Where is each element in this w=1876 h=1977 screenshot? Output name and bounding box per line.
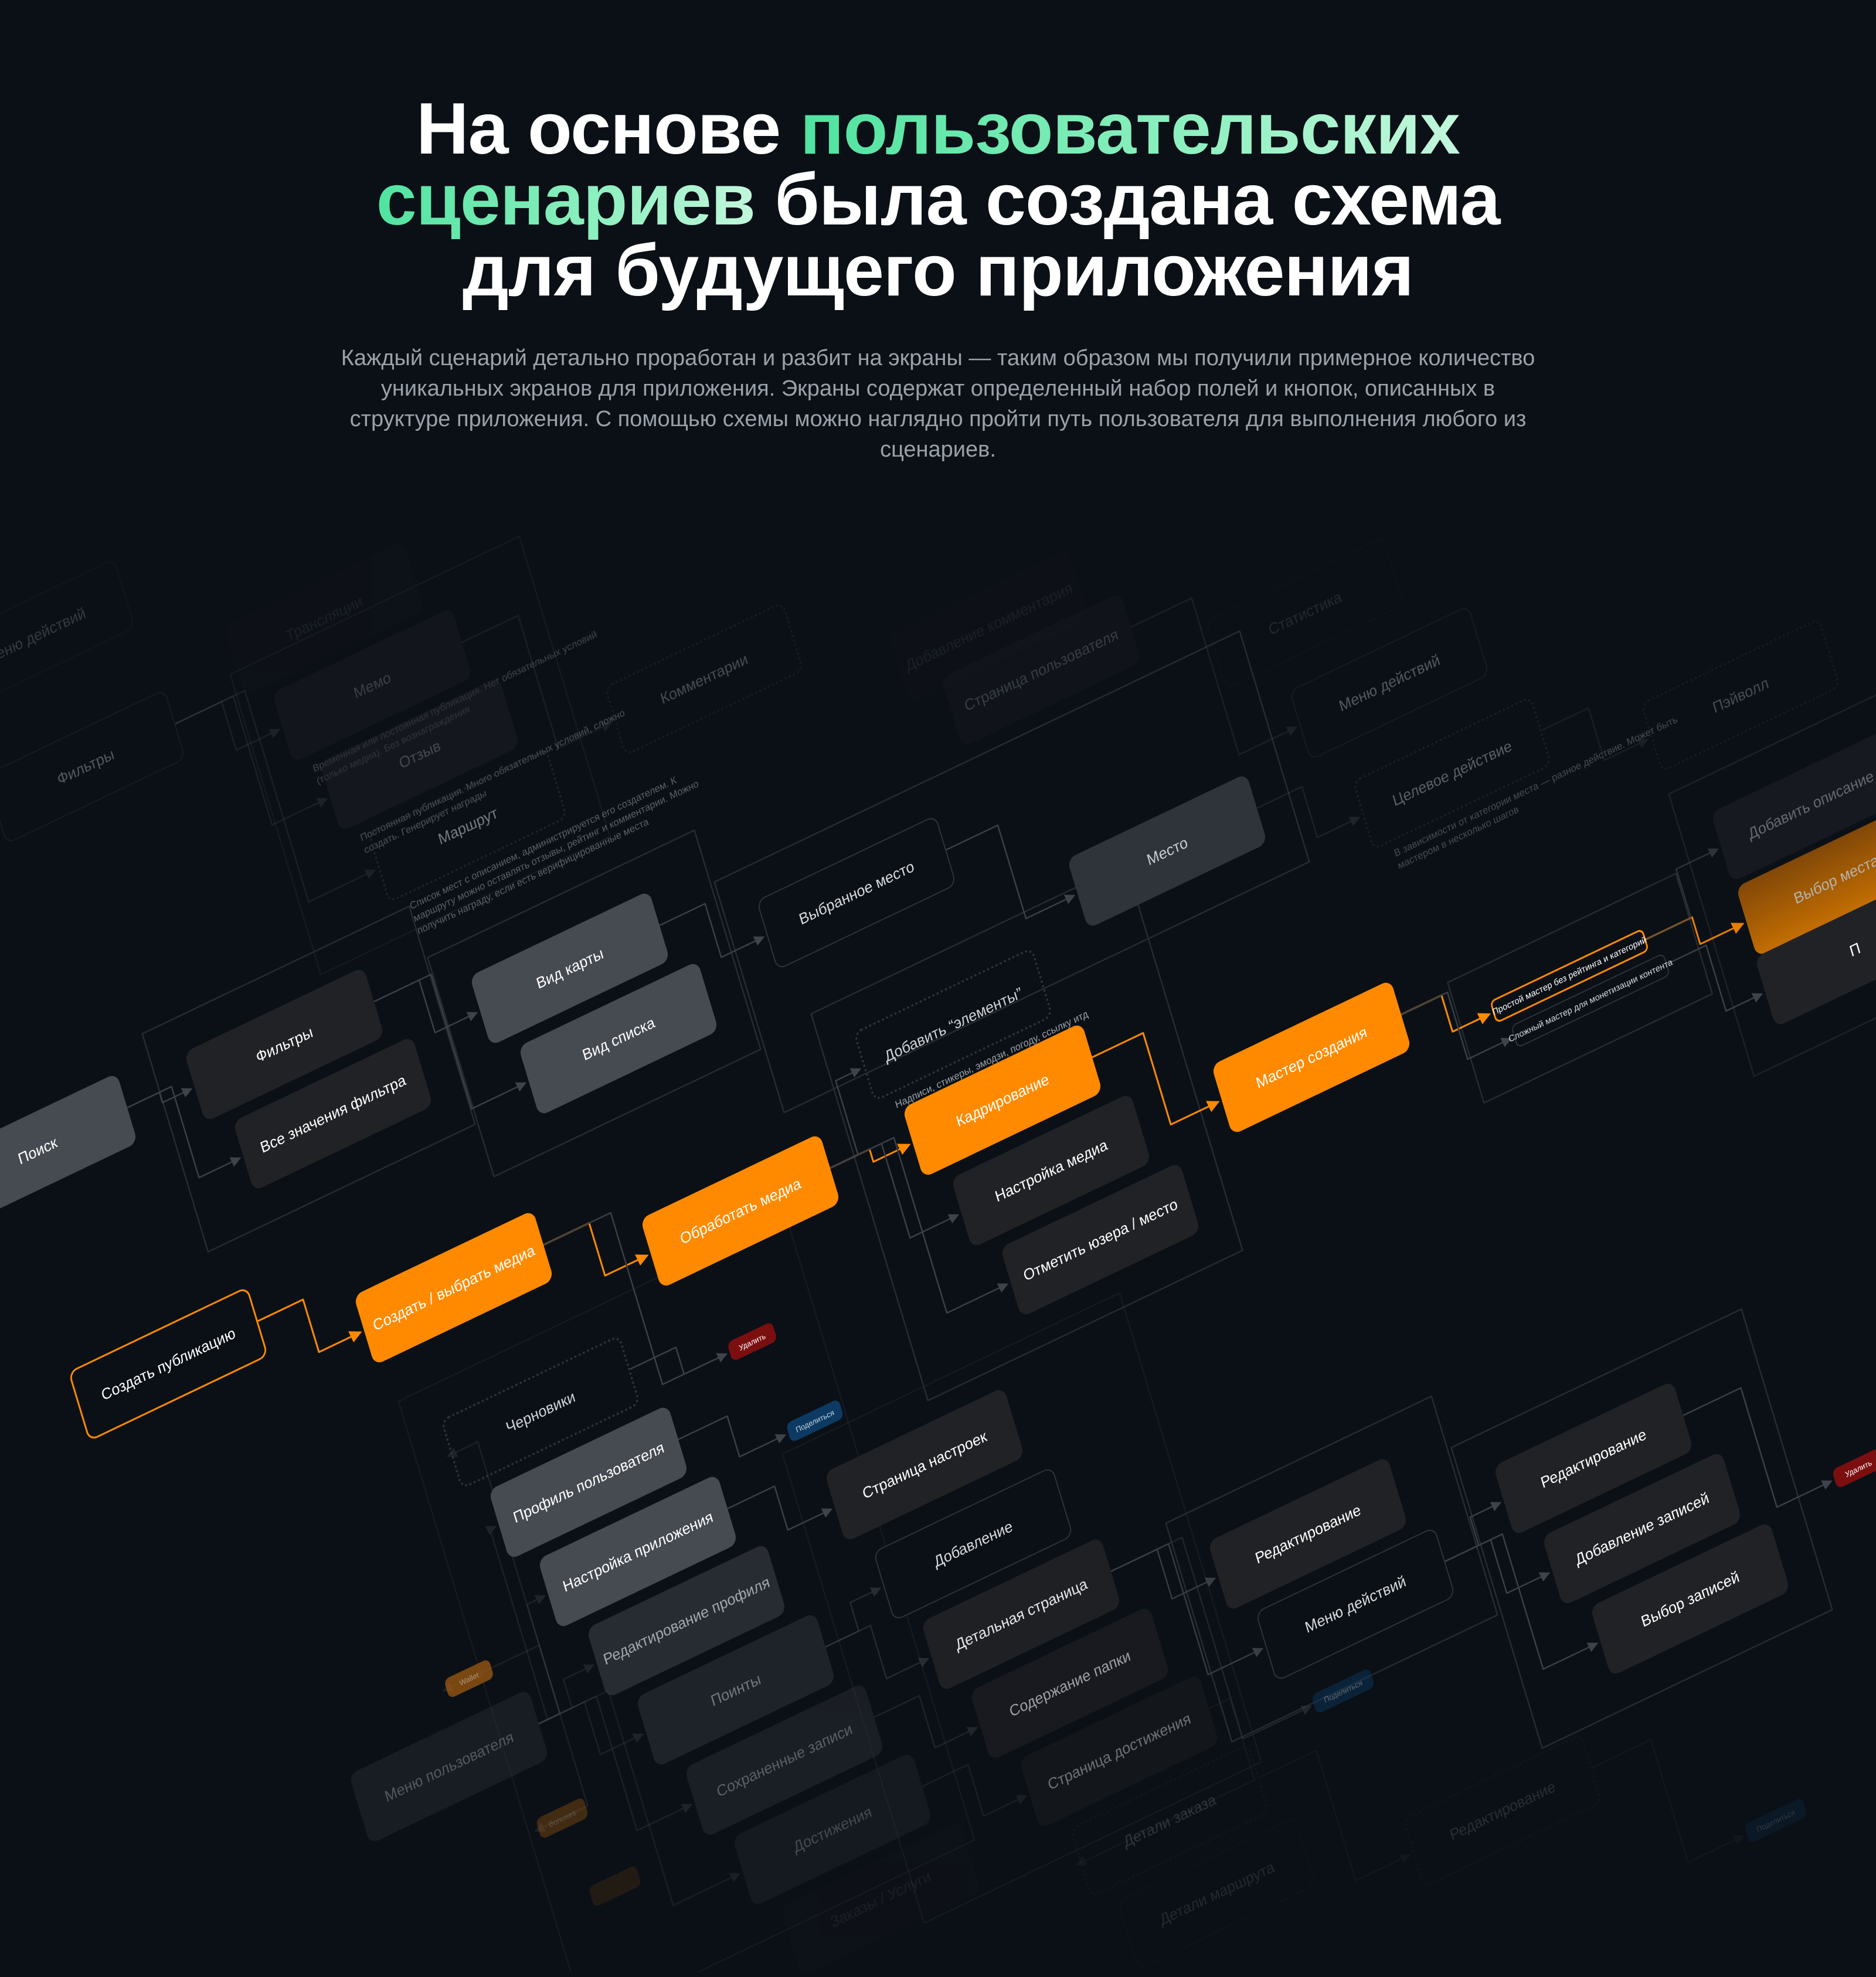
primary-path-connector bbox=[543, 1222, 649, 1277]
flow-connector bbox=[825, 1587, 882, 1648]
flow-node-label: Wallet bbox=[458, 1670, 480, 1687]
flow-node-label: Фильтры bbox=[55, 744, 116, 788]
group-frame bbox=[229, 535, 611, 976]
flow-connector bbox=[1645, 848, 1719, 940]
flow-node-label: Детали заказа bbox=[1121, 1789, 1218, 1851]
flow-node-label: Поинты bbox=[708, 1669, 763, 1710]
flow-connector bbox=[485, 1526, 549, 1725]
group-frame bbox=[1165, 1396, 1498, 1743]
flow-connector bbox=[127, 1086, 242, 1179]
flow-node-label: Отзыв bbox=[397, 736, 443, 773]
flow-connector bbox=[1683, 1387, 1833, 1508]
flow-connector bbox=[678, 1415, 787, 1458]
flow-connector bbox=[946, 824, 1076, 920]
group-frame bbox=[427, 829, 762, 1178]
flow-connector bbox=[825, 1624, 930, 1680]
flow-connector bbox=[1541, 707, 1649, 761]
flow-node-label: Фильтры bbox=[253, 1022, 315, 1066]
flow-connector bbox=[1130, 597, 1298, 756]
flow-connector bbox=[1445, 1533, 1599, 1670]
flow-node-label: Выбор записей bbox=[1639, 1567, 1742, 1631]
flow-node-label: Вид карты bbox=[534, 944, 606, 992]
flow-connector bbox=[175, 690, 376, 903]
title-part-2: была создана схема для будущего приложен… bbox=[463, 159, 1500, 311]
flow-connector bbox=[373, 979, 478, 1034]
flow-node-label: Достижения bbox=[791, 1802, 874, 1856]
flow-connector bbox=[1445, 1539, 1551, 1594]
flow-connector bbox=[1256, 785, 1361, 839]
flow-connector bbox=[1076, 1697, 1256, 1866]
group-frame bbox=[810, 863, 1243, 1401]
group-frame bbox=[1447, 873, 1713, 1104]
flow-connector bbox=[1110, 1536, 1312, 1740]
flow-connector bbox=[659, 903, 765, 958]
flow-node-label: Статистика bbox=[1266, 587, 1344, 639]
flow-node-label: Маршрут bbox=[436, 803, 500, 848]
flow-connector bbox=[534, 1713, 589, 1832]
flow-connector bbox=[874, 1694, 978, 1749]
flow-node-label: П bbox=[1847, 938, 1863, 960]
flow-node-label: Выбор места bbox=[1792, 850, 1876, 907]
flow-node-label: Комментарии bbox=[658, 649, 750, 708]
flow-connector bbox=[1592, 1738, 1745, 1863]
flow-connector bbox=[727, 1485, 833, 1531]
group-frame bbox=[781, 1292, 1262, 1924]
flow-node-label: Пэйволл bbox=[1710, 673, 1771, 717]
flow-connector bbox=[830, 1136, 1009, 1314]
primary-path-connector bbox=[257, 1298, 362, 1353]
flow-node-label: Добавление bbox=[932, 1516, 1015, 1571]
title-part-1: На основе bbox=[416, 89, 800, 169]
flow-connector bbox=[1110, 1543, 1264, 1676]
group-frame bbox=[1668, 694, 1876, 1077]
flow-connector bbox=[538, 1695, 693, 1832]
flow-connector bbox=[175, 700, 281, 751]
flow-connector bbox=[1259, 1750, 1411, 1881]
group-frame bbox=[141, 905, 476, 1253]
flow-node-label: Трансляции bbox=[283, 591, 365, 645]
flow-node-label: Поиск bbox=[16, 1132, 59, 1168]
flow-connector bbox=[538, 1689, 741, 1907]
flow-connector bbox=[461, 614, 613, 750]
group-frame bbox=[713, 630, 1310, 1114]
flow-node-label: Место bbox=[1144, 832, 1190, 869]
hero-section: На основе пользовательских сценариев был… bbox=[0, 93, 1876, 465]
group-frame bbox=[397, 1215, 976, 1972]
flow-connector bbox=[922, 1764, 1028, 1817]
flow-connector bbox=[447, 1441, 561, 1725]
flow-connector bbox=[538, 1701, 644, 1755]
flow-connector bbox=[1401, 991, 1512, 1060]
flow-connector bbox=[526, 1595, 561, 1725]
page-title: На основе пользовательских сценариев был… bbox=[340, 93, 1536, 307]
flow-connector bbox=[630, 1346, 728, 1375]
flow-connector bbox=[538, 1664, 595, 1725]
flow-node-label: Вид списка bbox=[580, 1013, 657, 1064]
flow-node-label: Черновики bbox=[504, 1387, 577, 1437]
title-highlight: пользовательских сценариев bbox=[376, 89, 1460, 240]
flow-connector bbox=[175, 695, 328, 826]
primary-path-connector bbox=[1645, 916, 1745, 945]
primary-path-connector bbox=[1092, 1032, 1220, 1126]
group-frame bbox=[1450, 1308, 1833, 1749]
flow-connector bbox=[1666, 944, 1763, 1012]
flow-node-label: Кадрирование bbox=[954, 1069, 1051, 1131]
page-subtitle: Каждый сценарий детально проработан и ра… bbox=[341, 346, 1535, 462]
primary-path-connector bbox=[1401, 994, 1491, 1033]
flow-node-label: Мемо bbox=[351, 668, 393, 702]
flow-connector bbox=[373, 974, 527, 1110]
